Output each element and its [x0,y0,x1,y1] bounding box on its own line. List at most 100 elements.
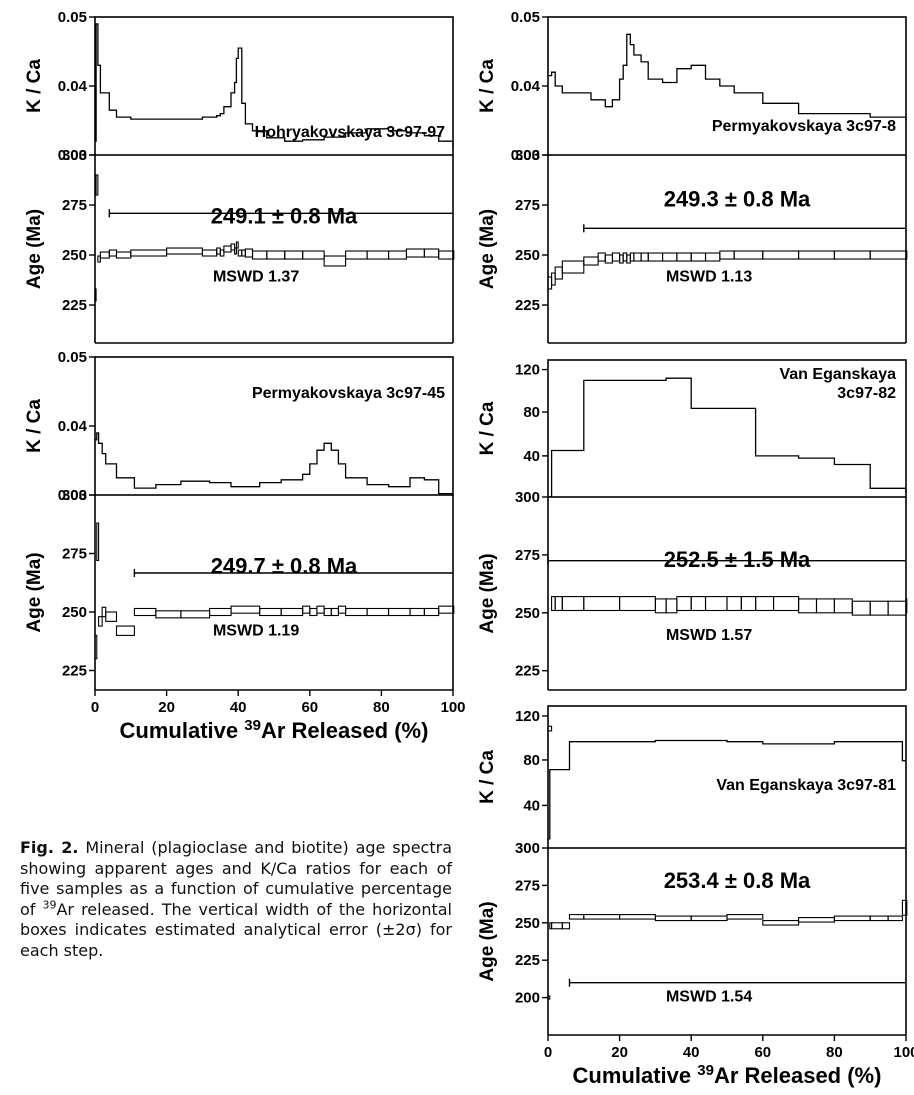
mswd-label: MSWD 1.13 [666,268,752,285]
age-step-box [108,249,118,257]
kca-axis-label: K / Ca [24,59,45,113]
age-step-box [561,596,585,612]
age-step-box [180,610,211,619]
caption-text-part2: Ar released. The vertical width of the h… [20,899,452,960]
age-tick-label: 300 [62,147,87,164]
x-tick-label: 100 [440,699,465,716]
age-step-box [654,598,667,614]
age-spectrum-panels: 0.05 0.04 0.03 K / Ca Hohryakovskaya 3c97-97… [24,9,914,1088]
age-tick-label: 250 [62,247,87,264]
age-tick-label: 225 [62,663,87,680]
age-step-box [905,598,908,614]
age-step-box [244,248,254,258]
age-step-box [388,607,411,617]
age-step-box [887,915,903,922]
x-tick-label: 0 [544,1044,552,1061]
age-tick-label: 250 [62,604,87,621]
age-step-box [405,248,425,258]
age-tick-label: 225 [62,297,87,314]
x-axis-label-suffix: Ar Released (%) [714,1063,882,1088]
age-step-box [704,252,721,262]
age-step-box [704,596,728,612]
age-tick-label: 300 [62,487,87,504]
kca-frame [547,705,907,849]
kca-tick-label: 0.03 [58,487,87,504]
x-axis: 0 20 40 60 80 100 Cumulative 39Ar Released (%) [544,1034,914,1088]
age-step-box [201,249,218,257]
age-step-box [223,245,232,253]
age-step-box [366,607,390,617]
age-step-box [726,596,742,612]
caption-text-part1: Mineral (plagioclase and biotite) age sp… [20,838,452,919]
kca-panel: 0.05 0.04 0.03 K / Ca Permyakovskaya 3c97-45 [24,349,454,504]
age-step-box [345,250,368,260]
mswd-label: MSWD 1.37 [213,268,299,285]
kca-axis-label: K / Ca [477,401,498,455]
kca-tick-label: 0.05 [511,9,540,26]
kca-panel: 0.05 0.04 0.03 K / Ca Permyakovskaya 3c97-8 [477,9,907,164]
age-step-box [561,260,585,274]
x-tick-label: 80 [373,699,390,716]
mswd-label: MSWD 1.19 [213,623,299,640]
kca-tick-label: 0.03 [58,147,87,164]
age-step-box [798,917,835,923]
x-tick-label: 40 [683,1044,700,1061]
panel-block-1: 0.05 0.04 0.03 K / Ca Hohryakovskaya 3c97-97… [24,9,455,344]
age-step-box [869,915,889,922]
age-step-box [762,920,800,926]
age-step-box [611,252,621,262]
x-axis-label: Cumulative 39Ar Released (%) [120,717,429,744]
age-step-box [423,607,440,617]
age-step-box [345,607,368,617]
age-step-box [94,634,98,660]
age-step-box [155,610,182,619]
age-tick-label: 275 [62,546,87,563]
x-tick-label: 60 [301,699,318,716]
kca-tick-label: 120 [515,708,540,725]
age-step-box [690,252,707,262]
age-step-box [219,249,225,257]
age-step-box [99,251,110,259]
kca-tick-label: 0.03 [511,147,540,164]
age-panel: 300 275 250 225 200 253.4 ± 0.8 Ma MSWD 1.54 Ag… [477,840,908,1035]
age-step-box [719,250,735,260]
x-tick-label: 100 [893,1044,914,1061]
age-step-box [905,899,908,916]
age-tick-label: 275 [515,877,540,894]
age-step-box [230,605,261,614]
age-step-box [583,596,621,612]
x-tick-label: 80 [826,1044,843,1061]
age-tick-label: 250 [515,915,540,932]
age-step-box [280,607,304,617]
sample-label: Van Eganskaya 3c97-81 [716,777,896,794]
panel-block-3: 0.05 0.04 0.03 K / Ca Permyakovskaya 3c97-45… [24,349,466,743]
caption-superscript: 39 [42,898,57,912]
x-axis-label-prefix: Cumulative [120,718,245,743]
age-step-box [97,255,101,263]
kca-axis-label: K / Ca [24,399,45,453]
age-step-box [597,252,606,262]
kca-panel: 120 80 40 K / Ca Van Eganskaya 3c97-82 [477,359,907,498]
x-tick-label: 40 [230,699,247,716]
age-step-box [619,914,656,920]
age-step-box [438,605,454,614]
kca-tick-label: 0.05 [58,349,87,366]
plateau-age-label: 249.7 ± 0.8 Ma [211,553,358,578]
kca-step-line [548,33,907,121]
age-step-box [330,607,339,617]
age-step-box [833,250,871,260]
age-step-box [604,254,613,264]
age-tick-label: 300 [515,840,540,857]
age-step-box [438,250,454,260]
age-tick-label: 300 [515,147,540,164]
age-step-box [740,596,757,612]
age-step-box [551,922,563,930]
age-step-box [423,248,440,258]
age-step-box [309,607,318,617]
age-panel: 300 275 250 225 252.5 ± 1.5 Ma MSWD 1.57 Age (… [477,489,908,732]
age-step-box [98,616,103,627]
x-axis-label-prefix: Cumulative [573,1063,698,1088]
age-step-box [323,255,347,267]
age-step-box [366,250,390,260]
